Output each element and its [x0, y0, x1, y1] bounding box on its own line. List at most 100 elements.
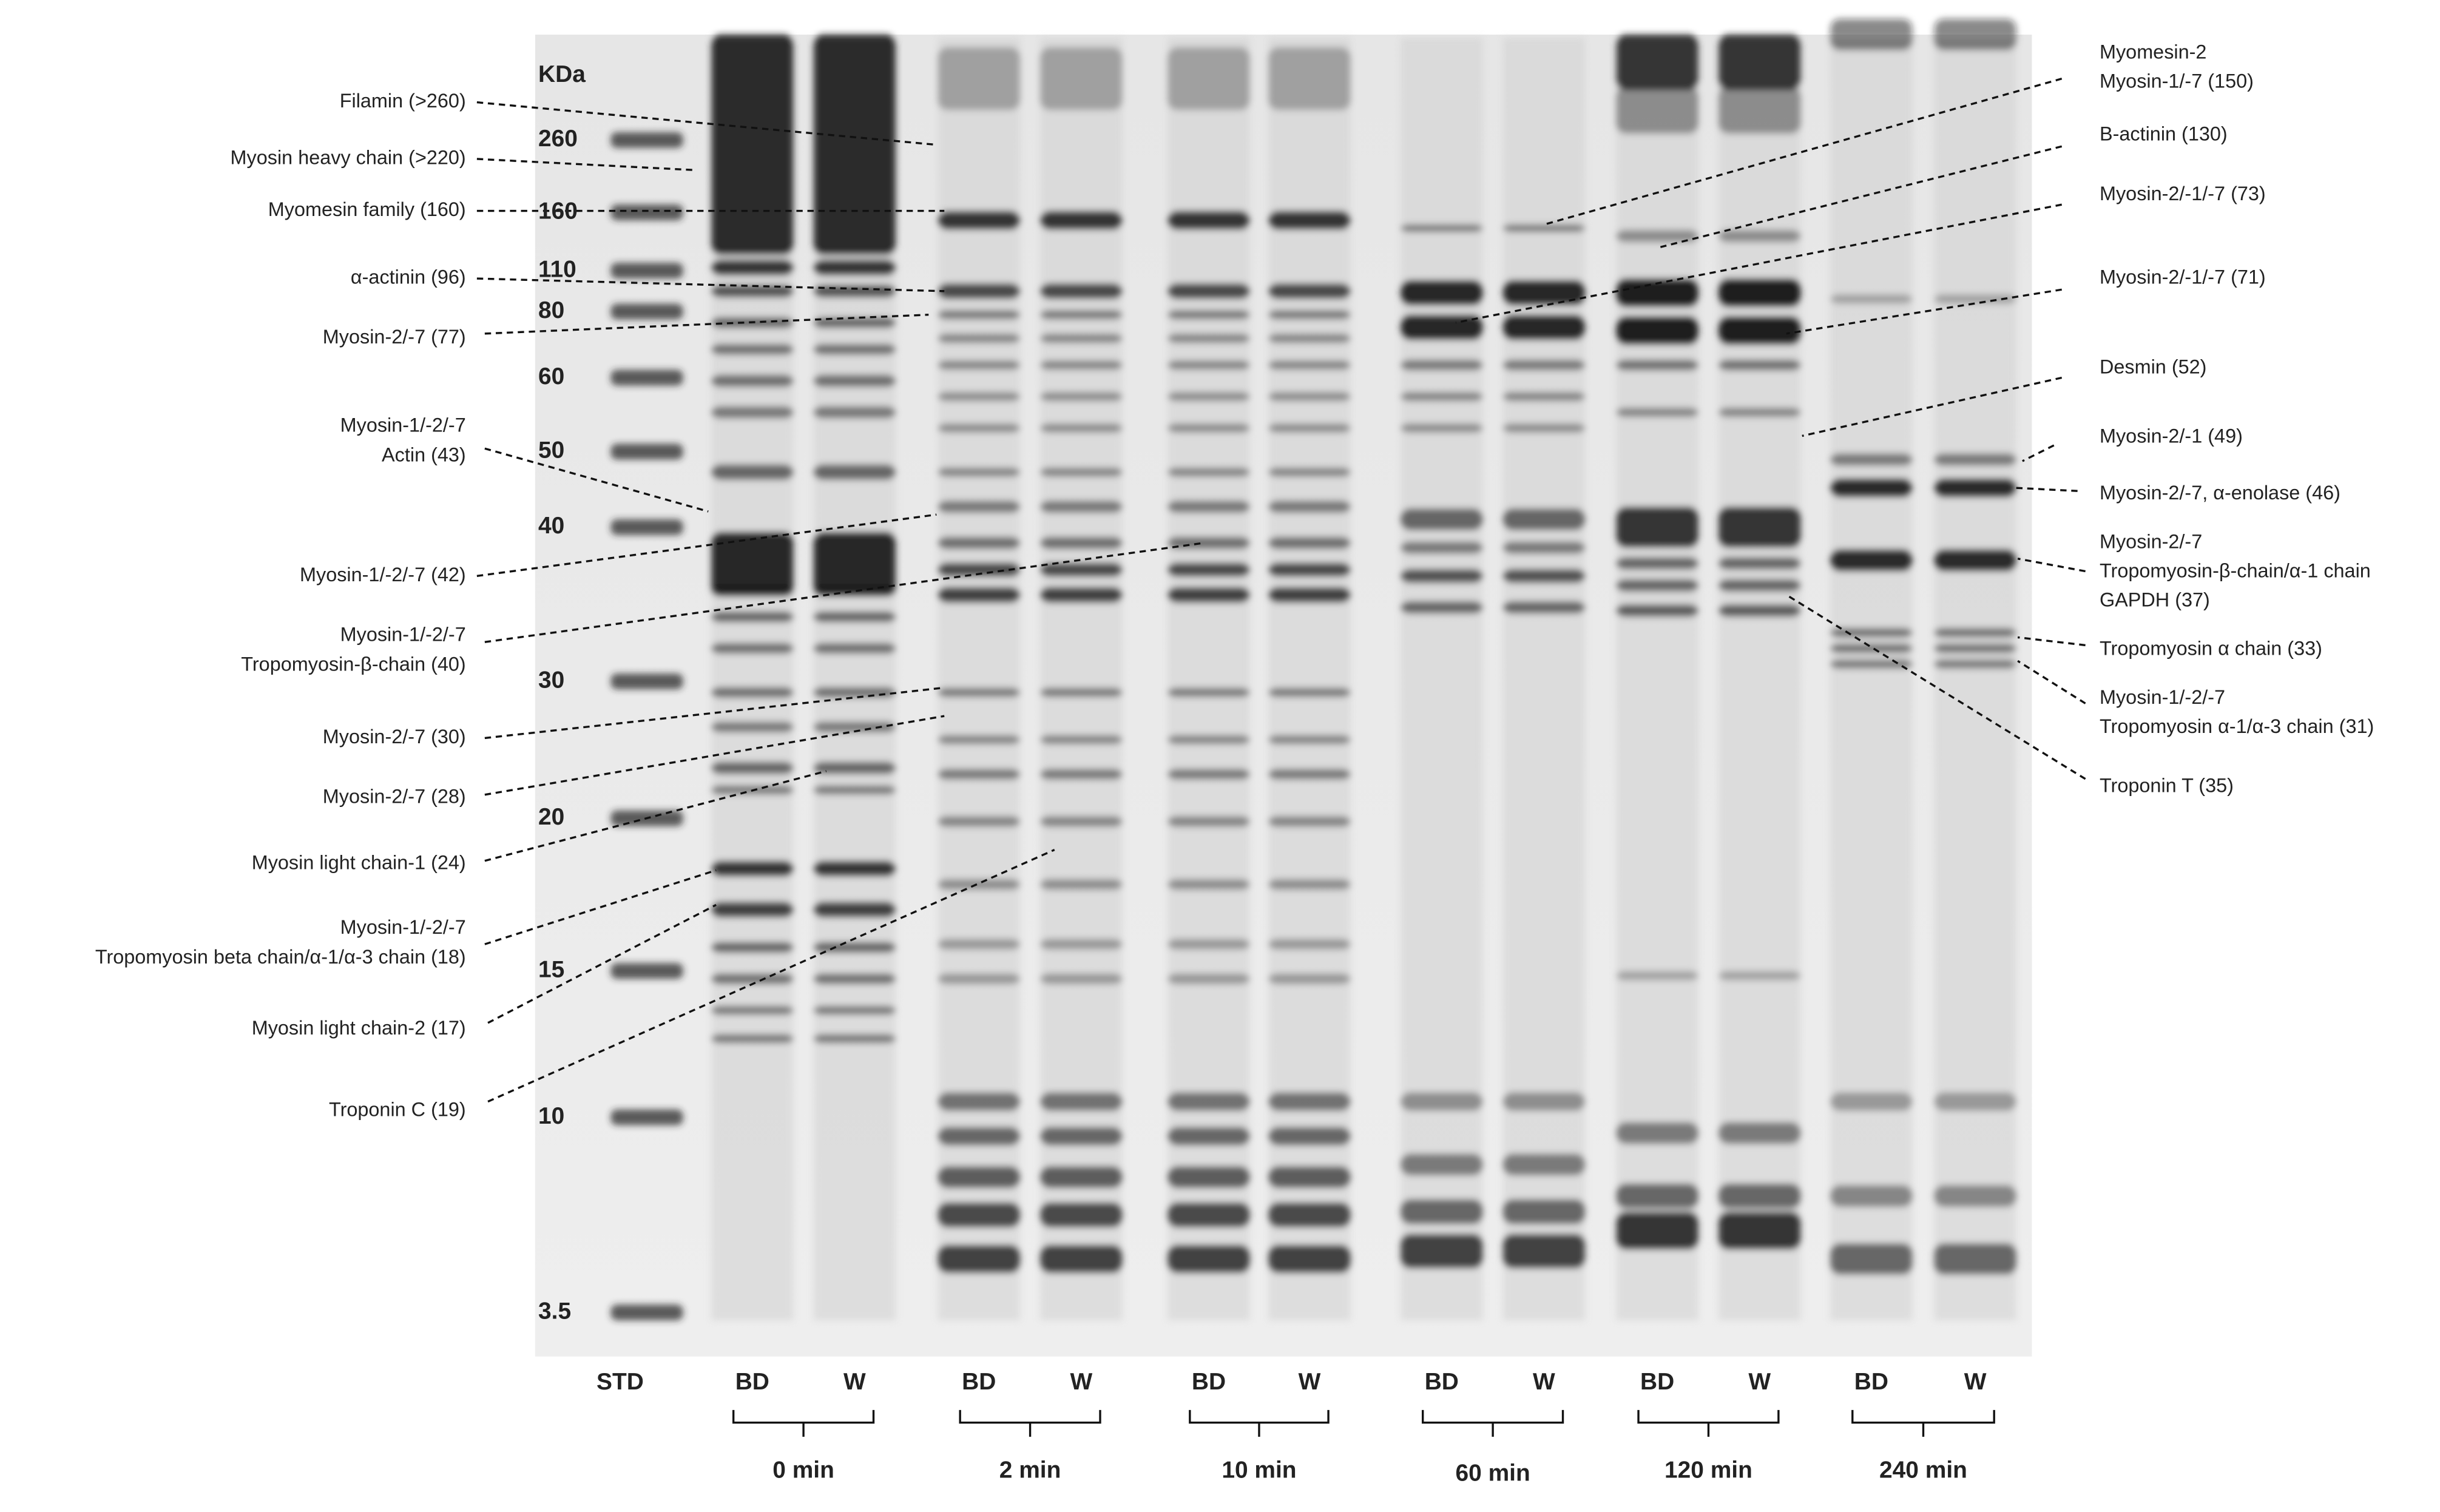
right-annotation: Troponin T (35) [2100, 774, 2234, 796]
gel-band [1934, 478, 2016, 498]
left-annotation: Troponin C (19) [329, 1099, 466, 1121]
gel-band [1168, 1244, 1250, 1274]
lane-smear [1934, 38, 2016, 1321]
group-label: 0 min [772, 1457, 834, 1483]
lane-label: BD [1192, 1369, 1226, 1395]
gel-band [1830, 1243, 1913, 1275]
gel-band [1168, 1127, 1250, 1146]
gel-band [711, 1005, 794, 1015]
gel-band [1401, 569, 1483, 583]
gel-band [1040, 1092, 1123, 1112]
ladder-band [610, 303, 683, 320]
gel-band [938, 309, 1020, 320]
gel-band [1040, 211, 1123, 230]
gel-band [1268, 815, 1351, 827]
gel-band [1718, 1122, 1801, 1144]
gel-band [813, 406, 896, 419]
group-label: 120 min [1664, 1457, 1752, 1483]
lane-label: W [843, 1369, 866, 1395]
gel-band [1502, 1199, 1585, 1224]
gel-band [1168, 1166, 1250, 1189]
gel-band [1268, 1092, 1351, 1112]
gel-band [1168, 815, 1250, 827]
gel-band [1268, 536, 1351, 550]
gel-band [938, 735, 1020, 744]
gel-band [1268, 687, 1351, 697]
right-annotation: Myosin-2/-7 [2100, 530, 2202, 552]
group-label: 10 min [1222, 1457, 1296, 1483]
gel-band [711, 35, 794, 255]
leader-line [476, 158, 693, 171]
gel-band [1616, 35, 1698, 90]
leader-line [1802, 376, 2063, 437]
gel-band [938, 500, 1020, 513]
gel-band [1401, 280, 1483, 306]
gel-band [1502, 1092, 1585, 1112]
leader-line [1455, 203, 2063, 324]
gel-band [813, 374, 896, 388]
gel-band [1040, 467, 1123, 477]
gel-band [1502, 1234, 1585, 1269]
gel-band [1830, 453, 1913, 466]
right-annotation: B-actinin (130) [2100, 123, 2228, 145]
lane-label: W [1748, 1369, 1771, 1395]
gel-band [813, 35, 896, 255]
left-annotation: Myosin light chain-2 (17) [252, 1017, 466, 1039]
gel-band [1168, 423, 1250, 433]
gel-band [1268, 467, 1351, 477]
gel-band [1268, 333, 1351, 343]
gel-band [813, 761, 896, 775]
gel-band [1830, 478, 1913, 498]
right-annotation: Tropomyosin α-1/α-3 chain (31) [2100, 715, 2374, 737]
gel-band [813, 902, 896, 918]
gel-band [813, 532, 896, 595]
gel-band [1401, 224, 1483, 232]
ladder-band [610, 1304, 683, 1321]
gel-band [711, 464, 794, 481]
gel-band [1168, 500, 1250, 513]
leader-line [487, 903, 717, 1024]
ladder-band [610, 204, 683, 221]
leader-line [476, 277, 945, 292]
gel-band [1040, 769, 1123, 780]
gel-band [813, 973, 896, 985]
leader-line [2017, 660, 2086, 704]
gel-band [1502, 569, 1585, 583]
gel-band [938, 973, 1020, 985]
gel-band [1934, 1243, 2016, 1275]
gel-band [711, 942, 794, 953]
gel-band [1268, 769, 1351, 780]
gel-band [1268, 309, 1351, 320]
left-annotation: Myosin-1/-2/-7 (42) [300, 564, 466, 586]
gel-band [1040, 333, 1123, 343]
gel-band [1830, 1092, 1913, 1112]
gel-band [938, 333, 1020, 343]
gel-band [1268, 1244, 1351, 1274]
right-annotation: Myosin-2/-1/-7 (73) [2100, 183, 2266, 204]
gel-band [1168, 769, 1250, 780]
gel-band [1168, 939, 1250, 950]
leader-line [487, 849, 1055, 1103]
gel-band [938, 536, 1020, 550]
gel-band [1168, 47, 1250, 110]
gel-band [938, 769, 1020, 780]
gel-band [813, 317, 896, 328]
gel-band [1040, 879, 1123, 890]
leader-line [484, 770, 827, 862]
gel-band [1168, 391, 1250, 402]
gel-band [1830, 643, 1913, 653]
gel-band [1616, 507, 1698, 548]
gel-band [1502, 280, 1585, 306]
marker-label: 15 [538, 957, 564, 983]
gel-band [813, 687, 896, 698]
gel-band [711, 860, 794, 877]
gel-band [1718, 1212, 1801, 1250]
gel-band [938, 879, 1020, 890]
gel-band [813, 721, 896, 733]
gel-band [938, 939, 1020, 950]
gel-band [1616, 579, 1698, 592]
ladder-band [610, 370, 683, 386]
gel-band [711, 973, 794, 985]
gel-band [1718, 229, 1801, 243]
gel-band [1401, 314, 1483, 340]
